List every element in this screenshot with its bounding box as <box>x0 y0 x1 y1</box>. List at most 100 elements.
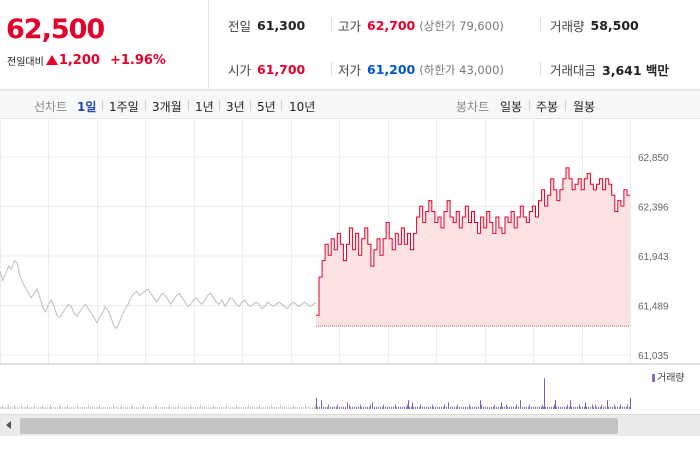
tab-3-years[interactable]: 3년 <box>226 100 245 114</box>
volume-bar <box>365 406 366 409</box>
volume-bar <box>612 406 613 409</box>
volume-bar <box>317 406 318 409</box>
volume-bar <box>7 406 8 409</box>
volume-bar <box>271 404 272 409</box>
volume-bar <box>90 406 91 409</box>
volume-bar <box>619 406 620 409</box>
volume-bar <box>626 406 627 409</box>
volume-bar <box>569 406 570 409</box>
volume-bar <box>111 406 112 409</box>
stat-separator <box>540 62 541 75</box>
stat-label: 거래대금 <box>550 63 597 78</box>
volume-bar <box>395 404 396 409</box>
volume-legend-label: 거래량 <box>657 372 685 384</box>
volume-bar <box>261 406 262 409</box>
volume-bar <box>459 406 460 409</box>
tab-1-year[interactable]: 1년 <box>195 100 214 114</box>
volume-bar <box>96 406 97 409</box>
volume-bar <box>132 404 133 409</box>
scroll-thumb[interactable] <box>20 418 618 434</box>
volume-bar <box>461 406 462 409</box>
volume-bar <box>43 406 44 409</box>
volume-bar <box>3 406 4 409</box>
volume-bar <box>21 404 22 409</box>
scroll-left-arrow-icon[interactable] <box>6 421 11 429</box>
volume-bar <box>345 406 346 409</box>
volume-bar <box>470 406 471 409</box>
volume-bar <box>367 406 368 409</box>
volume-bar <box>622 406 623 409</box>
tab-separator <box>529 100 530 111</box>
chart-tab-bar: 선차트 1일 1주일 3개월 1년 3년 5년 10년 봉차트 일봉 주봉 월봉 <box>0 90 700 119</box>
volume-bar <box>341 406 342 409</box>
volume-bar <box>415 406 416 409</box>
volume-bar <box>107 406 108 409</box>
tab-separator <box>565 100 566 111</box>
volume-bar <box>219 406 220 409</box>
volume-bar <box>177 406 178 409</box>
volume-bar <box>376 406 377 409</box>
volume-bar <box>352 406 353 409</box>
volume-bar <box>610 406 611 409</box>
volume-bar <box>582 406 583 409</box>
tab-1-week[interactable]: 1주일 <box>109 100 139 114</box>
volume-bar <box>131 406 132 409</box>
volume-bar <box>441 406 442 409</box>
volume-bar <box>51 406 52 409</box>
volume-bar <box>202 406 203 409</box>
volume-bar <box>301 406 302 409</box>
volume-bar <box>284 406 285 409</box>
volume-bar <box>59 404 60 409</box>
volume-bar <box>228 406 229 409</box>
volume-bar <box>629 406 630 409</box>
volume-bar <box>382 406 383 409</box>
price-header: 62,500 전일대비 1,200 +1.96% 전일 61,300 고가 62… <box>0 0 700 90</box>
volume-bar <box>590 406 591 409</box>
volume-bar <box>180 406 181 409</box>
volume-bar <box>215 406 216 409</box>
volume-bar <box>349 404 350 409</box>
lower-limit: (하한가 43,000) <box>419 62 504 77</box>
chart-scrollbar[interactable] <box>0 414 700 436</box>
volume-bar <box>160 406 161 409</box>
volume-bar <box>454 406 455 409</box>
volume-bar <box>491 406 492 409</box>
tab-1-day[interactable]: 1일 <box>77 100 97 114</box>
volume-bar <box>404 406 405 409</box>
header-divider <box>208 0 209 90</box>
volume-bar <box>103 406 104 409</box>
tab-5-years[interactable]: 5년 <box>257 100 276 114</box>
tab-10-years[interactable]: 10년 <box>289 100 316 114</box>
stat-volume: 거래량 58,500 <box>550 16 639 35</box>
volume-bar <box>547 406 548 409</box>
volume-bar <box>515 406 516 409</box>
volume-bar <box>504 406 505 409</box>
tab-monthly-candle[interactable]: 월봉 <box>573 100 596 114</box>
volume-bar <box>476 406 477 409</box>
tab-weekly-candle[interactable]: 주봉 <box>536 100 559 114</box>
volume-bar <box>542 404 543 409</box>
stat-value: 61,700 <box>257 62 306 77</box>
volume-bar <box>293 404 294 409</box>
volume-bar <box>334 406 335 409</box>
volume-bar <box>422 406 423 409</box>
tab-daily-candle[interactable]: 일봉 <box>500 100 523 114</box>
volume-bar <box>369 406 370 409</box>
volume-bar <box>428 406 429 409</box>
volume-bar <box>225 406 226 409</box>
volume-bar <box>86 406 87 409</box>
volume-bar <box>566 406 567 409</box>
volume-bar <box>480 400 481 409</box>
volume-bar <box>323 406 324 409</box>
today-price-line <box>316 167 630 316</box>
volume-bar <box>169 404 170 409</box>
volume-bar <box>553 406 554 409</box>
tab-3-months[interactable]: 3개월 <box>152 100 182 114</box>
volume-bar <box>250 406 251 409</box>
volume-bar <box>389 406 390 409</box>
volume-bar <box>592 404 593 409</box>
volume-bar <box>127 406 128 409</box>
volume-bar <box>265 406 266 409</box>
stat-value: 61,300 <box>257 18 306 33</box>
volume-bar <box>245 406 246 409</box>
